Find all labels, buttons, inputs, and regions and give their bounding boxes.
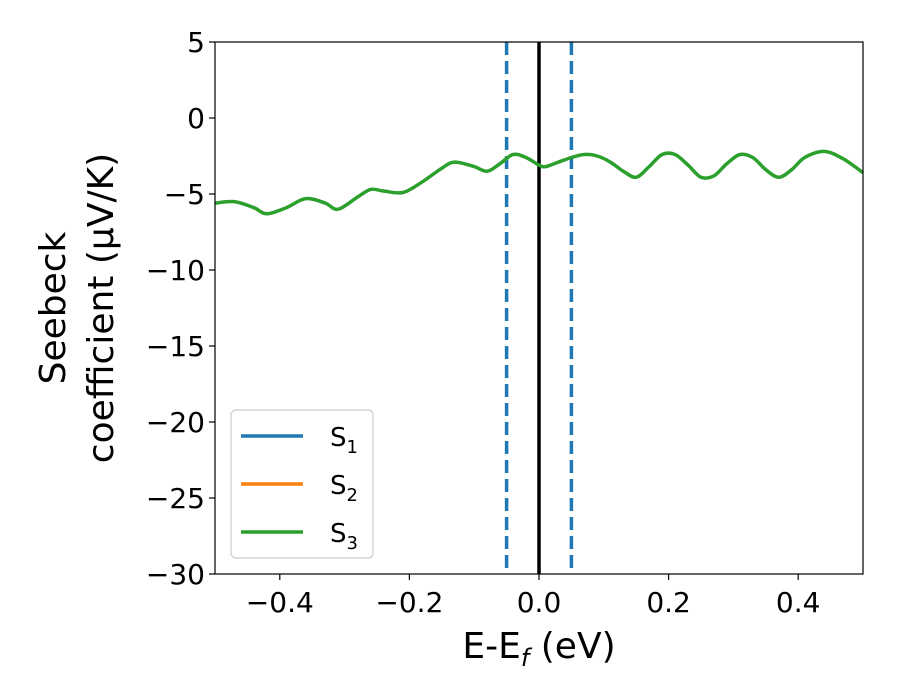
y-tick-label: 5 [187,26,205,59]
y-tick-label: −5 [164,178,205,211]
x-tick-label: 0.2 [646,586,691,619]
y-tick-label: −10 [146,254,205,287]
series-layer [214,149,865,216]
y-axis: 5 0 −5 −10 −15 −20 −25 −30 [146,26,215,591]
x-axis-label-main: E-E [462,626,520,667]
y-axis-label: Seebeck coefficient (μV/K) [33,153,122,463]
x-tick-label: 0.4 [776,586,821,619]
x-tick-label: −0.2 [375,586,443,619]
y-axis-label-line2: coefficient (μV/K) [81,153,122,463]
y-tick-label: −20 [146,406,205,439]
reference-lines [504,42,574,574]
y-tick-label: −25 [146,482,205,515]
legend-label-2: S2 [330,471,358,506]
legend: S1 S2 S3 [230,409,374,559]
x-tick-label: −0.4 [246,586,314,619]
y-axis-label-line1: Seebeck [33,231,74,384]
legend-label-1: S1 [330,423,358,458]
x-axis-label-unit: (eV) [529,626,615,667]
legend-label-3: S3 [330,519,358,554]
series-line-3 [214,149,865,216]
y-tick-label: −30 [146,558,205,591]
y-tick-label: −15 [146,330,205,363]
x-axis-label: E-Ef (eV) [462,626,615,672]
y-tick-label: 0 [187,102,205,135]
x-tick-label: 0.0 [517,586,562,619]
x-axis: −0.4 −0.2 0.0 0.2 0.4 [246,574,821,619]
